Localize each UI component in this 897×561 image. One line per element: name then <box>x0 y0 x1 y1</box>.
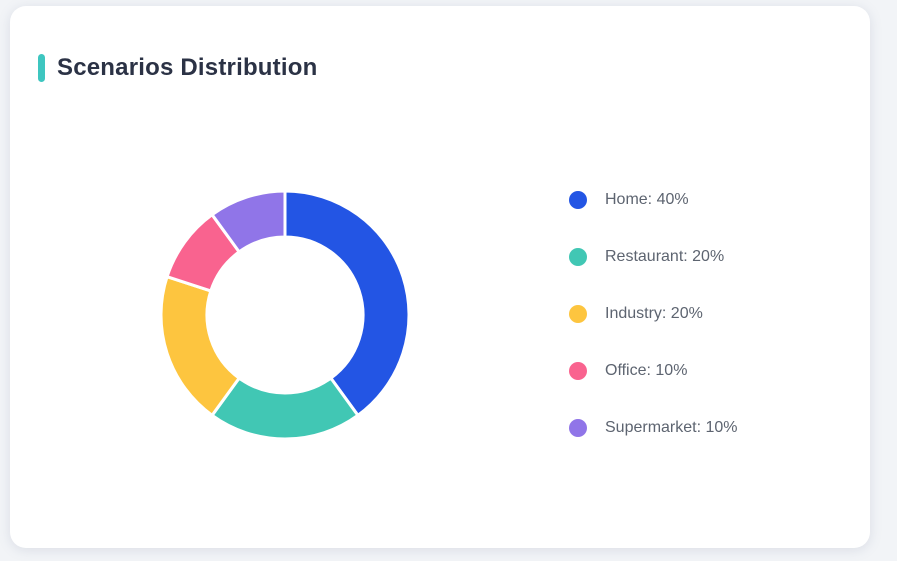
donut-slice-home[interactable] <box>283 189 411 417</box>
donut-slice-industry[interactable] <box>159 275 241 417</box>
legend-dot-supermarket <box>569 419 587 437</box>
donut-slice-supermarket[interactable] <box>210 189 287 254</box>
scenarios-distribution-card: Scenarios Distribution Home: 40% Restaura… <box>10 6 870 548</box>
legend-dot-industry <box>569 305 587 323</box>
legend-label: Home: 40% <box>605 191 689 208</box>
legend-item-industry[interactable]: Industry: 20% <box>569 305 738 323</box>
legend-item-supermarket[interactable]: Supermarket: 10% <box>569 419 738 437</box>
legend-label: Supermarket: 10% <box>605 419 738 436</box>
legend-item-home[interactable]: Home: 40% <box>569 191 738 209</box>
legend-label: Restaurant: 20% <box>605 248 725 265</box>
donut-chart <box>159 189 411 441</box>
legend-label: Office: 10% <box>605 362 688 379</box>
title-accent-bar <box>38 54 45 82</box>
chart-legend: Home: 40% Restaurant: 20% Industry: 20% Off… <box>569 191 738 476</box>
legend-item-office[interactable]: Office: 10% <box>569 362 738 380</box>
legend-dot-restaurant <box>569 248 587 266</box>
card-title: Scenarios Distribution <box>57 54 318 81</box>
legend-item-restaurant[interactable]: Restaurant: 20% <box>569 248 738 266</box>
legend-dot-home <box>569 191 587 209</box>
legend-dot-office <box>569 362 587 380</box>
card-header: Scenarios Distribution <box>38 54 317 82</box>
legend-label: Industry: 20% <box>605 305 703 322</box>
